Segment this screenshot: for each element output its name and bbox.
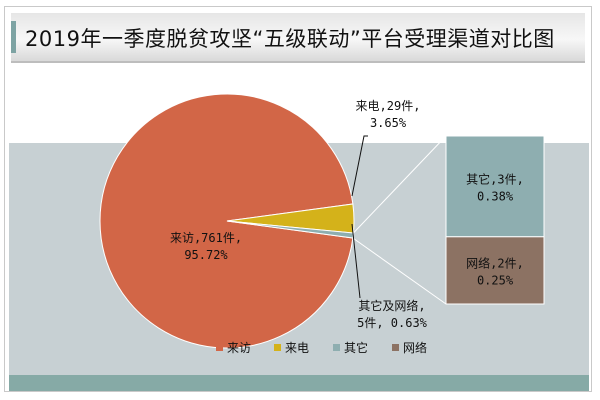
label-slice-1-line-1: 3.65% [370,116,407,130]
leader-line-1 [351,223,361,299]
legend-swatch-0 [216,344,223,351]
label-bar-1-line-1: 0.25% [477,273,514,287]
connector-line-bottom [352,237,447,305]
pie-slice-0 [99,93,354,349]
bottom-band [9,375,589,391]
leader-line-0 [351,135,368,197]
chart-title: 2019年一季度脱贫攻坚“五级联动”平台受理渠道对比图 [25,27,555,51]
label-bar-1-line-0: 网络,2件, [466,255,524,270]
label-slice-2-line-1: 5件, 0.63% [357,316,428,330]
legend-swatch-2 [333,344,340,351]
label-slice-2-line-0: 其它及网络, [358,298,425,313]
label-bar-0-line-0: 其它,3件, [466,171,524,186]
legend-label-2: 其它 [344,340,368,355]
legend-label-1: 来电 [285,341,309,355]
breakout-bar-0 [445,135,545,238]
legend-swatch-3 [392,344,399,351]
title-accent [11,21,16,53]
legend-swatch-1 [274,344,281,351]
label-slice-0-line-1: 95.72% [184,248,228,262]
label-slice-1-line-0: 来电,29件, [356,99,421,113]
legend-label-0: 来访 [227,341,251,355]
label-slice-0-line-0: 来访,761件, [170,231,242,245]
title-bar: 2019年一季度脱贫攻坚“五级联动”平台受理渠道对比图 [11,13,585,63]
legend-label-3: 网络 [403,340,427,355]
label-bar-0-line-1: 0.38% [477,189,514,203]
connector-line-top [353,135,447,234]
breakout-bar-1 [445,236,545,305]
